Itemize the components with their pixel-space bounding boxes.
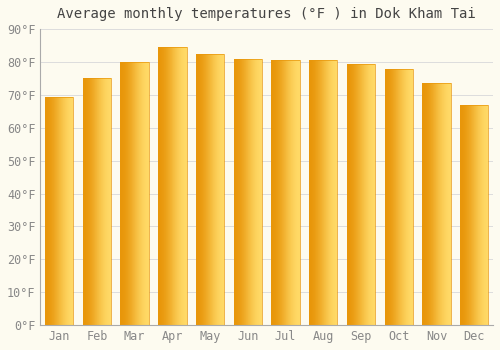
Bar xyxy=(158,47,186,325)
Bar xyxy=(384,69,413,325)
Bar xyxy=(460,105,488,325)
Bar xyxy=(196,54,224,325)
Bar xyxy=(234,59,262,325)
Bar xyxy=(347,64,375,325)
Bar xyxy=(272,60,299,325)
Bar xyxy=(45,97,74,325)
Title: Average monthly temperatures (°F ) in Dok Kham Tai: Average monthly temperatures (°F ) in Do… xyxy=(58,7,476,21)
Bar xyxy=(422,83,450,325)
Bar xyxy=(83,78,111,325)
Bar xyxy=(120,62,149,325)
Bar xyxy=(309,60,338,325)
